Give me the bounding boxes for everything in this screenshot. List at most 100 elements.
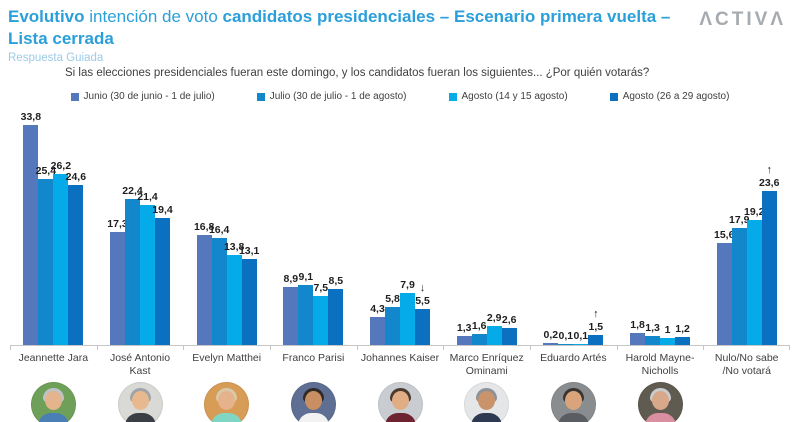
axis-tick [443,345,445,350]
bar-slot: 1,6 [471,105,487,345]
bar-value-label: 13,8 [223,240,245,253]
avatar-cell [10,381,97,422]
bar [573,343,589,345]
bar-group: 8,9 9,1 7,5 8,5 [270,105,357,345]
axis-tick [183,345,185,350]
bar-value-label: 17,3 [107,218,128,231]
bar [645,336,661,345]
bar [746,219,762,345]
bar-value-label: 8,9 [283,272,299,285]
category-label: Marco Enríquez Ominami [449,351,524,377]
bar-value-label: 21,4 [137,191,158,204]
axis-tick [529,345,531,350]
bar-group: 33,8 25,4 26,2 24,6 [10,105,97,345]
bar-slot: 5,5 ↓ [415,105,431,345]
bar [543,343,559,345]
avatar-cell [530,381,617,422]
bar-slot: 1,3 [645,105,661,345]
avatar-shoulders [211,412,243,422]
bar-chart: Junio (30 de junio - 1 de julio) Julio (3… [0,89,800,422]
bar-value-label: 1 [664,324,671,336]
bar-slot: 8,9 [283,105,299,345]
bar-value-label: 23,6 [758,177,780,190]
bar-value-label: 8,5 [328,275,344,288]
up-arrow-icon: ↑ [766,164,772,177]
avatar-eduardo-artes [550,381,596,422]
bar [761,191,777,345]
bar [313,295,329,345]
bar-value-label: 2,6 [501,313,517,326]
bar-value-label: 5,8 [385,292,400,305]
header: Evolutivo intención de voto candidatos p… [0,0,800,79]
bar-slot: 0,1 [558,105,574,345]
candidate-avatars [10,381,790,422]
bar [415,308,431,345]
bar-group: 1,8 1,3 1 1,2 [617,105,704,345]
bar-slot: 19,4 [152,105,173,345]
bar-slot: 1,2 [675,105,691,345]
down-arrow-icon: ↓ [419,281,426,294]
chart-legend: Junio (30 de junio - 1 de julio) Julio (3… [10,89,790,105]
avatar-cell [270,381,357,422]
bar-value-label: 4,3 [370,302,385,315]
subtitle: Respuesta Guiada [8,51,104,64]
bar-slot: 15,6 [714,105,734,345]
bar-value-label: 1,8 [630,318,645,331]
bar [501,327,517,345]
bar [226,254,242,345]
bar [400,293,416,345]
avatar-face [651,390,669,410]
bar-value-label: 1,2 [675,322,690,335]
bar-group: 15,6 17,9 19,2 23,6 ↑ [703,105,790,345]
bar-slot: 21,4 [137,105,158,345]
legend-label: Agosto (26 a 29 agosto) [622,91,730,102]
axis-tick [616,345,618,350]
bar [155,218,170,345]
bar-slot: 1,3 [456,105,472,345]
bar-slot: 17,9 [728,105,750,345]
bar-value-label: 7,9 [400,279,415,292]
bar-value-label: 1,6 [471,320,487,333]
activa-logo: ΛCTIVΛ [699,9,786,30]
bar-value-label: 25,4 [35,165,57,178]
bar [241,259,257,345]
bar [716,243,732,345]
avatar-cell [703,382,790,422]
bar-slot: 2,9 [486,105,502,345]
avatar-face [564,390,582,410]
legend-label: Junio (30 de junio - 1 de julio) [83,91,215,102]
bar [370,316,386,345]
category-label: Harold Mayne-Nicholls [625,351,695,377]
avatar-shoulders [37,412,69,422]
bar [558,343,574,345]
avatar-shoulders [557,412,589,422]
bar [471,334,487,345]
avatar-face [218,390,236,410]
avatar-evelyn-matthei [204,381,250,422]
bar-slot: 1,8 [630,105,646,345]
avatar-cell [97,381,184,422]
bar [328,289,344,345]
bar-slot: 4,3 [370,105,386,345]
legend-item: Agosto (14 y 15 agosto) [448,89,568,105]
legend-swatch-icon [448,92,457,101]
bar-value-label: 19,4 [152,204,173,217]
page-title: Evolutivo intención de voto candidatos p… [8,6,696,50]
bar-slot: 23,6 ↑ [758,105,780,345]
bar-value-label: 0,2 [543,329,559,342]
bar-slot: 17,3 [107,105,128,345]
bar-slot: 13,1 [239,105,259,345]
bar-value-label: 33,8 [20,110,42,123]
bar-slot: 1,5 ↑ [588,105,604,345]
avatar-shoulders [644,412,676,422]
bar-value-label: 17,9 [728,214,750,227]
bar [298,285,314,345]
bar-group: 4,3 5,8 7,9 5,5 ↓ [357,105,444,345]
avatar-jeannette-jara [30,381,76,422]
title-segment-regular: intención de voto [84,7,223,26]
avatar-cell [617,381,704,422]
bar-value-label: 0,1 [558,329,574,342]
bar [675,336,691,345]
bar-slot: 24,6 [66,105,86,345]
avatar-cell [183,381,270,422]
